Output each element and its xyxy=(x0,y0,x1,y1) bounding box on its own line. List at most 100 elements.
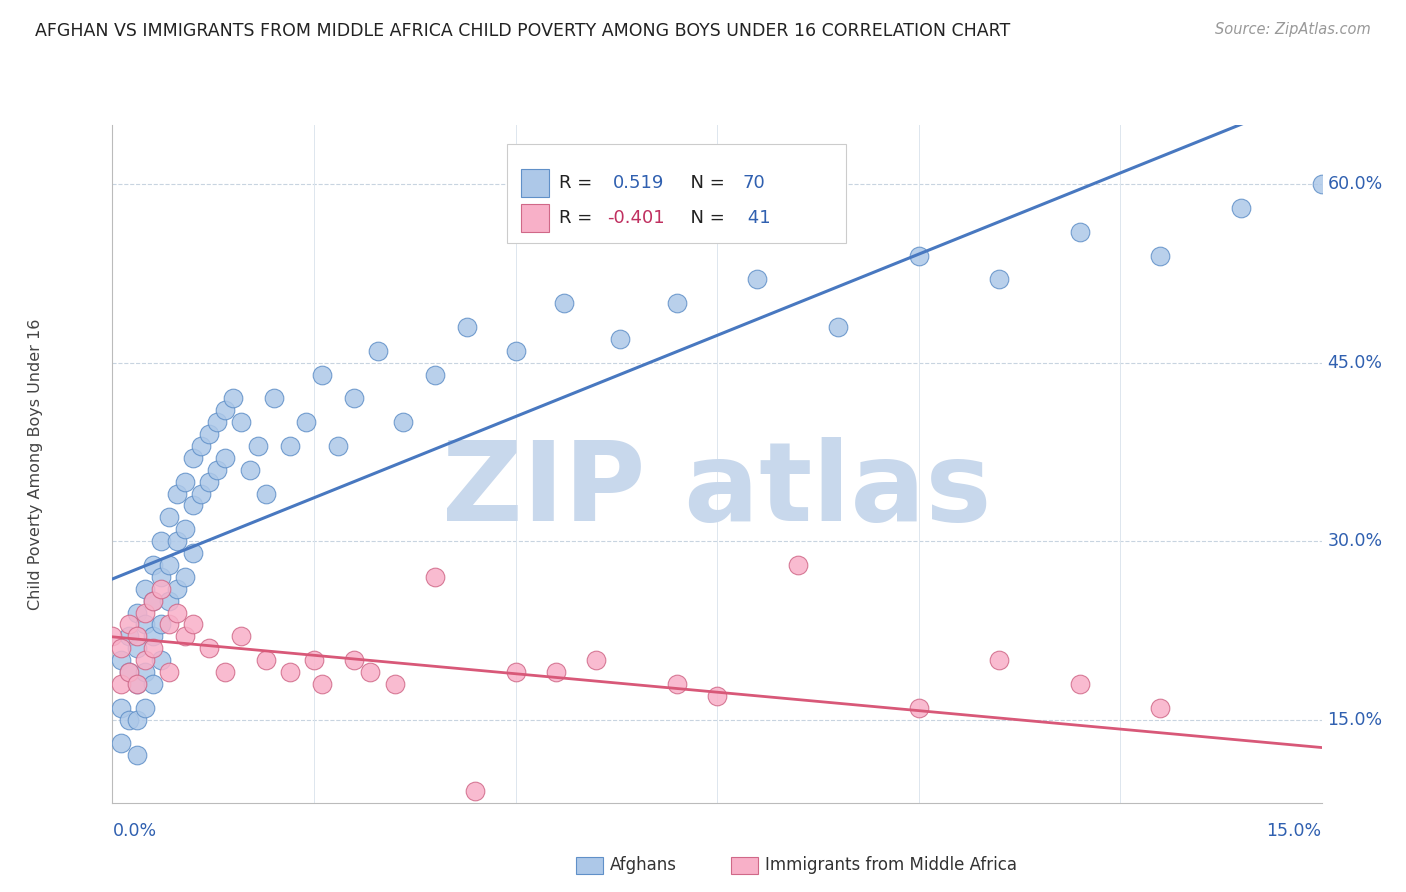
Point xyxy=(142,641,165,656)
Point xyxy=(464,784,486,798)
Point xyxy=(134,606,156,620)
Point xyxy=(166,486,188,500)
Point xyxy=(207,415,229,429)
Point xyxy=(311,677,333,691)
Point xyxy=(117,629,139,643)
Point xyxy=(134,653,156,667)
Point xyxy=(157,617,180,632)
Point xyxy=(231,415,253,429)
Text: R =: R = xyxy=(560,209,599,227)
Point xyxy=(149,653,172,667)
Point xyxy=(456,320,478,334)
Point xyxy=(125,606,148,620)
Point xyxy=(198,641,221,656)
Point xyxy=(665,677,688,691)
Point xyxy=(190,486,212,500)
Point xyxy=(125,629,148,643)
Point xyxy=(142,593,165,607)
Point xyxy=(827,320,849,334)
Point xyxy=(110,677,132,691)
Point xyxy=(214,450,236,465)
Point xyxy=(1149,700,1171,714)
Text: 41: 41 xyxy=(742,209,770,227)
Text: R =: R = xyxy=(560,174,605,192)
Point xyxy=(142,558,165,572)
Point xyxy=(367,343,389,358)
Point xyxy=(101,629,124,643)
Point xyxy=(988,272,1011,286)
Point xyxy=(907,700,929,714)
Point xyxy=(110,700,132,714)
Point xyxy=(1069,225,1091,239)
Point xyxy=(384,677,406,691)
Point xyxy=(142,677,165,691)
Point xyxy=(544,665,567,679)
Text: 15.0%: 15.0% xyxy=(1327,711,1382,729)
Point xyxy=(134,700,156,714)
Point xyxy=(125,677,148,691)
Point xyxy=(343,392,366,406)
Point xyxy=(181,617,204,632)
Point xyxy=(181,499,204,513)
Point xyxy=(585,653,607,667)
Point xyxy=(125,641,148,656)
Point xyxy=(157,665,180,679)
Text: 15.0%: 15.0% xyxy=(1267,822,1322,840)
Point xyxy=(706,689,728,703)
Point xyxy=(207,463,229,477)
Point xyxy=(166,582,188,596)
Point xyxy=(302,653,325,667)
Point xyxy=(553,296,575,310)
Point xyxy=(505,665,527,679)
Point xyxy=(149,534,172,549)
Point xyxy=(747,272,769,286)
Point xyxy=(1149,249,1171,263)
Point xyxy=(134,665,156,679)
Point xyxy=(157,558,180,572)
Point xyxy=(174,522,197,536)
Point xyxy=(190,439,212,453)
Point xyxy=(907,249,929,263)
Point xyxy=(181,546,204,560)
Point xyxy=(1230,201,1253,215)
Point xyxy=(110,641,132,656)
Point xyxy=(110,653,132,667)
Point xyxy=(125,748,148,763)
Text: 70: 70 xyxy=(742,174,765,192)
Point xyxy=(609,332,631,346)
Point xyxy=(1069,677,1091,691)
Text: Child Poverty Among Boys Under 16: Child Poverty Among Boys Under 16 xyxy=(28,318,42,609)
Text: Immigrants from Middle Africa: Immigrants from Middle Africa xyxy=(765,856,1017,874)
Point xyxy=(142,593,165,607)
Text: N =: N = xyxy=(679,174,730,192)
Point xyxy=(166,534,188,549)
Point xyxy=(311,368,333,382)
Point xyxy=(142,629,165,643)
Point xyxy=(278,439,301,453)
Point xyxy=(125,713,148,727)
Point xyxy=(157,510,180,524)
Point xyxy=(149,617,172,632)
Point xyxy=(254,653,277,667)
Point xyxy=(174,475,197,489)
Point xyxy=(343,653,366,667)
Point xyxy=(149,582,172,596)
Point xyxy=(117,665,139,679)
Point xyxy=(423,570,446,584)
Point xyxy=(134,617,156,632)
Point xyxy=(181,450,204,465)
Text: ZIP atlas: ZIP atlas xyxy=(443,437,991,544)
Point xyxy=(1230,807,1253,822)
Point xyxy=(222,392,245,406)
Text: Afghans: Afghans xyxy=(610,856,678,874)
Point xyxy=(278,665,301,679)
Text: 45.0%: 45.0% xyxy=(1327,354,1382,372)
Point xyxy=(246,439,269,453)
Text: 30.0%: 30.0% xyxy=(1327,533,1382,550)
Point xyxy=(214,665,236,679)
Point xyxy=(423,368,446,382)
Point xyxy=(174,629,197,643)
Point xyxy=(263,392,285,406)
Point xyxy=(198,475,221,489)
Point xyxy=(359,665,381,679)
